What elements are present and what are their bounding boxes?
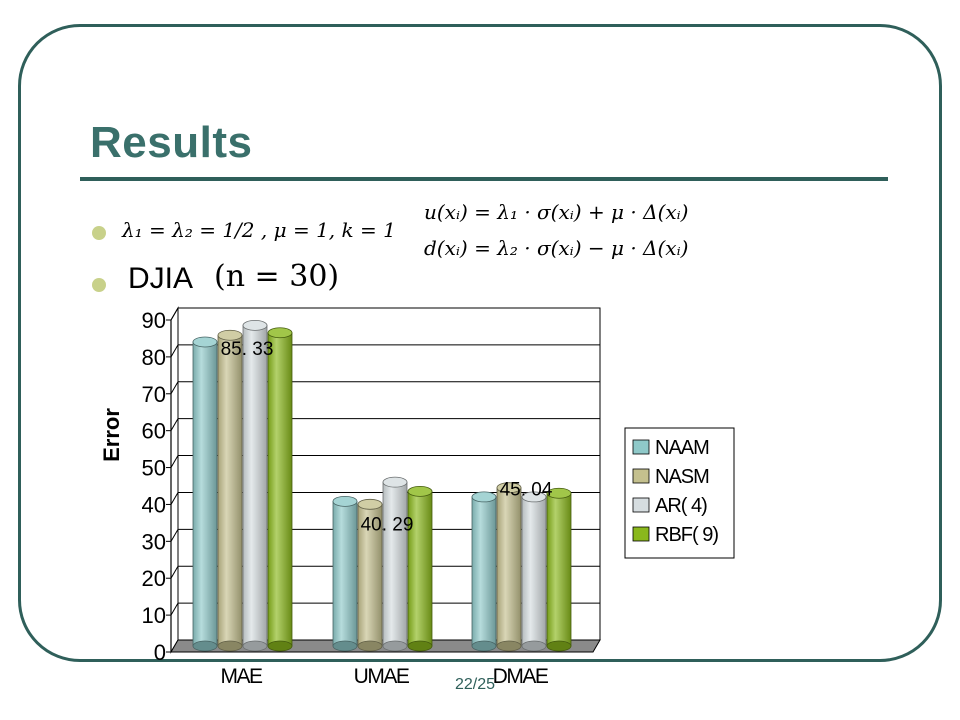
bar-base: [332, 640, 358, 652]
y-tick-label: 50: [142, 456, 166, 481]
dataset-label: DJIA: [128, 262, 194, 295]
bar-base: [357, 640, 383, 652]
bar-body: [192, 341, 218, 647]
lambda-parameters: λ₁ = λ₂ = 1/2 , μ = 1, k = 1: [122, 218, 396, 242]
x-tick-label: DMAE: [493, 665, 549, 688]
gridline-side: [170, 344, 179, 358]
gridline-side: [170, 307, 179, 321]
chart-side-wall: [170, 306, 179, 654]
bar-cap: [217, 329, 243, 341]
data-label: 45. 04: [500, 480, 553, 501]
bar-base: [192, 640, 218, 652]
data-label: 40. 29: [361, 514, 414, 535]
bar-body: [546, 492, 572, 647]
page-number: 22/25: [455, 676, 496, 693]
sample-size-math: (n = 30): [214, 259, 340, 294]
legend-label: NAAM: [655, 437, 709, 459]
bar-body: [242, 324, 268, 647]
bullet-dot-1: [92, 226, 106, 240]
y-tick-label: 70: [142, 382, 166, 407]
slide-title: Results: [90, 118, 253, 167]
legend-swatch: [632, 439, 650, 455]
y-tick-label: 10: [142, 603, 166, 628]
formula-up: u(xᵢ) = λ₁ · σ(xᵢ) + μ · Δ(xᵢ): [424, 200, 689, 224]
bar-cap: [357, 498, 383, 510]
y-tick-label: 40: [142, 492, 166, 517]
bar-cap: [332, 495, 358, 507]
bar-base: [521, 640, 547, 652]
legend-label: RBF( 9): [655, 524, 718, 546]
bar-body: [332, 500, 358, 647]
gridline-side: [170, 418, 179, 431]
y-tick-label: 30: [142, 529, 166, 554]
legend-label: AR( 4): [655, 495, 707, 517]
legend-swatch: [632, 468, 650, 484]
slide-frame: [18, 24, 942, 662]
y-tick-label: 20: [142, 566, 166, 591]
bar-cap: [242, 319, 268, 331]
bar-body: [357, 503, 383, 647]
bar-base: [217, 640, 243, 652]
bar-base: [382, 640, 408, 652]
formula-down: d(xᵢ) = λ₂ · σ(xᵢ) − μ · Δ(xᵢ): [424, 236, 689, 260]
y-tick-label: 0: [154, 640, 166, 665]
bar-body: [267, 332, 293, 647]
gridline-side: [170, 492, 179, 505]
gridline-side: [170, 455, 179, 468]
bullet-dot-2: [92, 278, 106, 292]
bar-cap: [471, 491, 497, 503]
x-tick-label: UMAE: [354, 665, 410, 688]
bar-cap: [546, 487, 572, 499]
bar-base: [407, 640, 433, 652]
bar-cap: [496, 482, 522, 494]
bar-base: [471, 640, 497, 652]
bar-cap: [382, 476, 408, 488]
y-tick-label: 80: [142, 345, 166, 370]
title-underline: [80, 177, 888, 181]
bar-body: [382, 481, 408, 647]
gridline-side: [170, 381, 179, 395]
gridline-side: [170, 602, 179, 616]
bar-cap: [192, 336, 218, 348]
bar-base: [267, 640, 293, 652]
y-tick-label: 90: [142, 308, 166, 333]
bar-cap: [521, 491, 547, 503]
y-axis-title: Error: [99, 408, 124, 462]
x-tick-label: MAE: [220, 665, 263, 688]
bar-cap: [267, 327, 293, 339]
gridline-side: [170, 565, 179, 579]
bar-base: [546, 640, 572, 652]
bar-cap: [407, 485, 433, 497]
legend-swatch: [632, 526, 650, 542]
data-label: 85. 33: [221, 339, 274, 360]
legend-label: NASM: [655, 466, 709, 488]
legend-swatch: [632, 497, 650, 513]
bar-body: [521, 496, 547, 647]
bar-base: [242, 640, 268, 652]
bar-body: [496, 487, 522, 647]
bar-base: [496, 640, 522, 652]
gridline-side: [170, 529, 179, 542]
y-tick-label: 60: [142, 419, 166, 444]
bar-body: [217, 334, 243, 647]
bar-body: [471, 496, 497, 647]
